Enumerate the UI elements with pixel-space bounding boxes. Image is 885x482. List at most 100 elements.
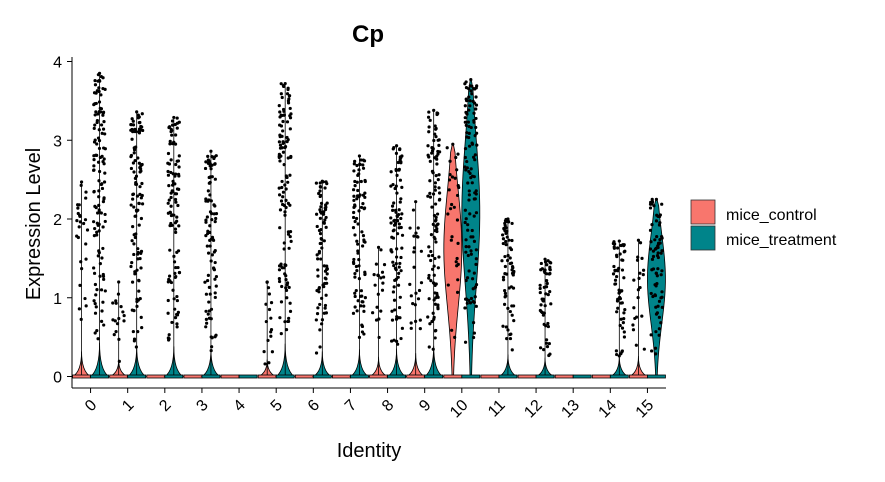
data-point (472, 239, 477, 243)
data-point (426, 144, 430, 148)
data-point (428, 322, 432, 326)
data-point (467, 189, 471, 193)
data-point (393, 186, 397, 191)
data-point (474, 116, 478, 121)
data-point (470, 277, 475, 281)
max-point (283, 81, 287, 86)
max-point (506, 217, 510, 221)
data-point (542, 348, 546, 352)
x-tick-label: 14 (596, 397, 621, 422)
data-point (540, 310, 544, 315)
data-point (319, 205, 323, 209)
data-point (137, 115, 141, 119)
data-point (501, 233, 505, 237)
data-point (400, 185, 404, 189)
data-point (362, 309, 366, 313)
data-point (436, 307, 440, 311)
data-point (505, 229, 509, 233)
data-point (467, 95, 471, 99)
data-point (133, 129, 137, 134)
data-point (455, 218, 460, 222)
data-point (352, 198, 356, 203)
data-point (316, 257, 320, 261)
data-point (361, 163, 365, 167)
data-point (263, 362, 267, 366)
data-point (653, 346, 658, 350)
data-point (174, 200, 178, 204)
data-point (209, 167, 213, 171)
data-point (541, 299, 545, 303)
data-point (463, 120, 467, 124)
data-point (100, 154, 104, 158)
data-point (426, 315, 430, 319)
legend: mice_control mice_treatment (690, 199, 837, 251)
data-point (474, 125, 478, 130)
data-point (621, 321, 625, 325)
data-point (286, 180, 290, 184)
data-point (131, 329, 135, 334)
data-point (140, 326, 144, 330)
data-point (288, 309, 293, 314)
data-point (99, 182, 103, 187)
data-point (210, 175, 214, 179)
data-point (659, 296, 663, 300)
data-point (103, 132, 107, 136)
data-point (204, 220, 208, 224)
data-point (450, 175, 455, 179)
data-point (450, 202, 454, 207)
data-point (463, 306, 467, 310)
data-point (174, 265, 178, 270)
data-point (415, 235, 419, 239)
data-point (97, 100, 102, 104)
data-point (93, 311, 98, 315)
data-point (353, 219, 357, 224)
data-point (266, 338, 270, 343)
data-point (353, 305, 357, 309)
data-point (468, 104, 472, 108)
data-point (286, 137, 290, 142)
y-tick-label: 4 (53, 55, 62, 72)
data-point (509, 285, 513, 289)
data-point (83, 296, 87, 301)
data-point (130, 117, 134, 121)
data-point (82, 221, 86, 226)
data-point (168, 142, 172, 146)
data-point (78, 220, 82, 224)
data-point (475, 131, 479, 135)
data-point (433, 124, 437, 128)
data-point (324, 205, 328, 209)
data-point (648, 206, 653, 210)
data-point (380, 288, 385, 292)
data-point (409, 294, 413, 298)
data-point (437, 255, 441, 259)
data-point (660, 235, 664, 239)
max-point (451, 142, 455, 146)
data-point (501, 275, 506, 279)
data-point (622, 335, 627, 339)
data-point (93, 331, 97, 335)
data-point (84, 196, 88, 200)
violin-base (424, 374, 444, 379)
data-point (510, 271, 515, 275)
data-point (93, 123, 97, 127)
data-point (399, 160, 403, 164)
data-point (432, 273, 436, 277)
data-point (501, 241, 505, 246)
data-point (381, 275, 386, 279)
data-point (539, 261, 543, 266)
data-point (433, 291, 437, 295)
data-point (114, 330, 118, 334)
data-point (166, 211, 170, 215)
x-tick-label: 5 (268, 397, 286, 415)
data-point (548, 352, 552, 356)
data-point (543, 268, 547, 272)
data-point (121, 310, 125, 314)
data-point (279, 199, 284, 203)
data-point (409, 321, 413, 325)
data-point (277, 186, 281, 190)
data-point (280, 134, 284, 138)
violin-base (312, 374, 332, 379)
data-point (389, 221, 393, 225)
data-point (173, 192, 177, 196)
data-point (97, 128, 101, 132)
